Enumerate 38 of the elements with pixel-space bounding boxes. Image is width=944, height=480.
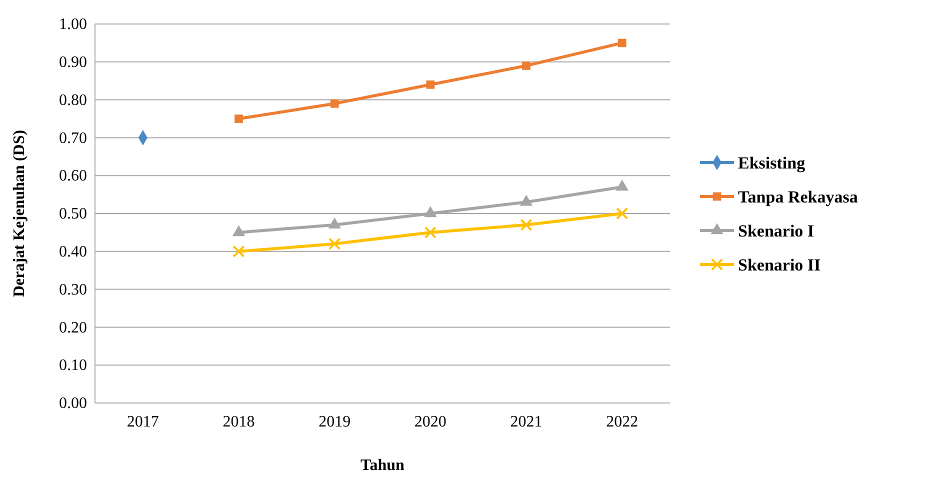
x-tick-label: 2021 [510, 413, 542, 430]
y-tick-label: 0.70 [59, 130, 87, 147]
point [618, 38, 626, 48]
y-tick-label: 0.30 [59, 281, 87, 298]
point [328, 218, 341, 229]
point [520, 194, 533, 206]
x-tick-label: 2020 [414, 413, 446, 430]
y-axis-title: Derajat Kejenuhan (DS) [11, 130, 28, 298]
point [520, 218, 532, 231]
x-tick-label: 2019 [318, 413, 351, 430]
point [616, 207, 628, 220]
legend-label: Eksisting [738, 153, 806, 172]
point [232, 245, 245, 258]
y-tick-label: 0.00 [59, 395, 87, 412]
y-tick-label: 1.00 [59, 16, 87, 34]
legend-label: Tanpa Rekayasa [738, 187, 858, 206]
y-tick-label: 0.40 [59, 244, 87, 261]
point [424, 226, 437, 239]
x-tick-label: 2022 [606, 413, 638, 430]
point [234, 114, 243, 123]
point [616, 180, 628, 191]
point [232, 225, 246, 236]
y-tick-label: 0.20 [59, 319, 87, 336]
x-tick-label: 2018 [222, 413, 255, 430]
legend-label: Skenario II [738, 255, 822, 274]
y-tick-label: 0.90 [59, 54, 87, 72]
y-tick-label: 0.50 [59, 206, 87, 223]
legend-label: Skenario I [738, 221, 814, 240]
point [424, 206, 437, 218]
point [330, 99, 339, 108]
point [426, 80, 435, 89]
x-tick-label: 2017 [126, 413, 159, 430]
y-tick-label: 0.10 [59, 357, 87, 374]
y-tick-label: 0.80 [59, 92, 87, 109]
y-tick-label: 0.60 [59, 168, 87, 185]
point [328, 238, 341, 250]
x-axis-title: Tahun [360, 457, 405, 474]
point [522, 62, 530, 70]
